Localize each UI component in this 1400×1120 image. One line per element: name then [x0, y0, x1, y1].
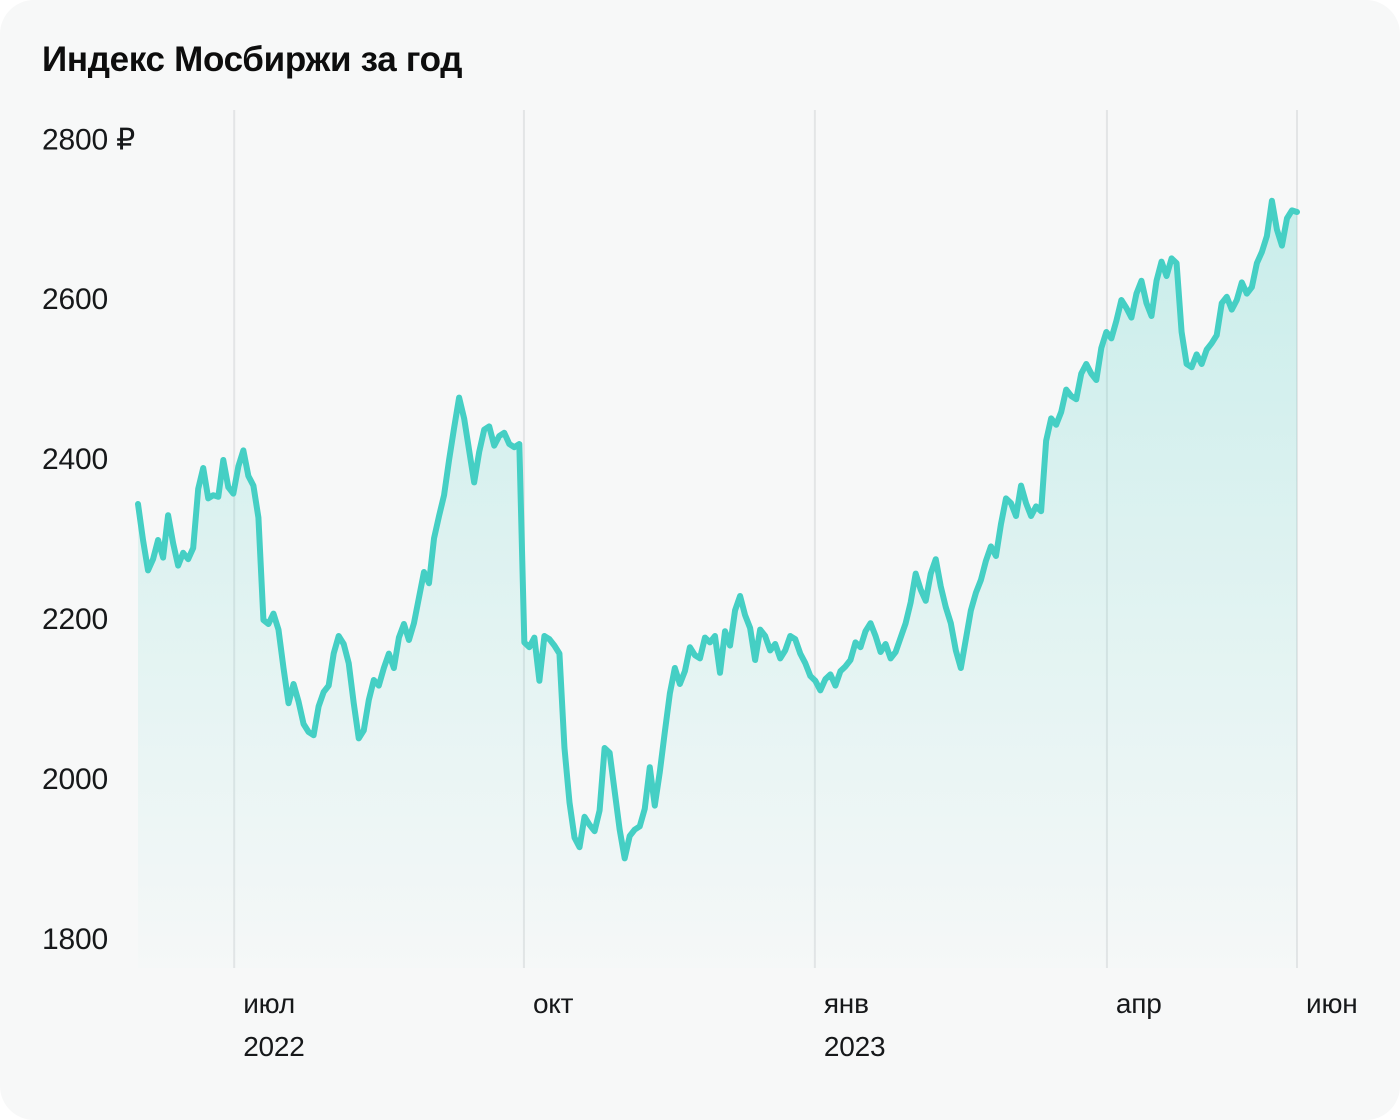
x-axis-month: июн	[1306, 988, 1358, 1019]
y-axis-tick-label: 2600	[42, 283, 108, 316]
y-axis-tick-label: 2000	[42, 763, 108, 796]
x-axis-month: окт	[532, 988, 574, 1019]
x-axis-year: 2023	[823, 1031, 886, 1063]
chart-title: Индекс Мосбиржи за год	[42, 40, 463, 79]
x-axis-tick-label: окт	[532, 982, 574, 1025]
y-axis-tick-label: 2400	[42, 443, 108, 476]
x-axis-month: июл	[243, 988, 295, 1019]
x-axis-tick-label: апр	[1116, 982, 1162, 1025]
x-axis-tick-label: июл 2022	[243, 982, 305, 1069]
x-axis-tick-label: июн	[1306, 982, 1358, 1025]
area-fill	[138, 200, 1297, 969]
x-axis-month: апр	[1115, 988, 1162, 1019]
y-axis-tick-label: 2200	[42, 603, 108, 636]
series-line	[135, 197, 1300, 862]
y-axis-tick-label: 2800 ₽	[42, 123, 135, 157]
x-axis-month: янв	[823, 988, 869, 1019]
y-axis-tick-label: 1800	[42, 923, 108, 956]
x-axis-year: 2022	[243, 1031, 305, 1063]
x-axis-tick-label: янв 2023	[824, 982, 886, 1069]
